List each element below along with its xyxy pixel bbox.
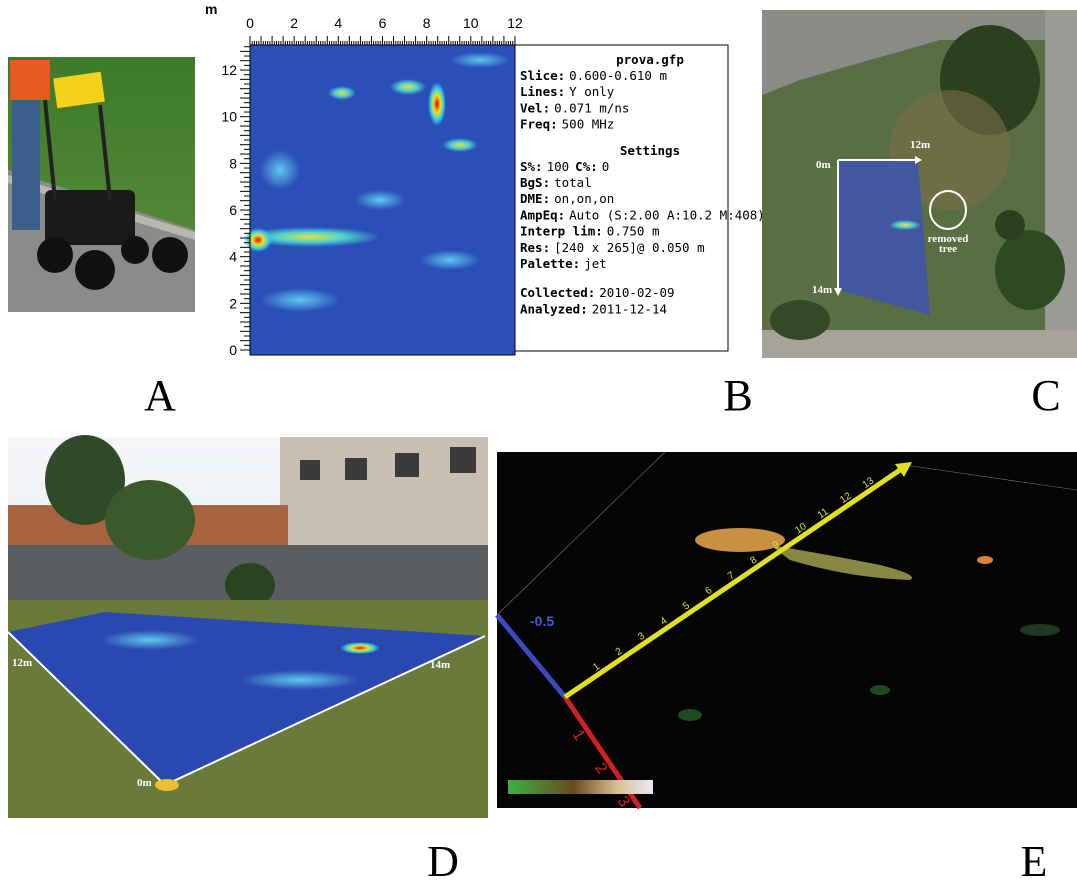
info-heading: Settings (620, 143, 680, 158)
panel-letter: B (723, 371, 752, 420)
info-value: jet (584, 256, 607, 271)
e-depth: -0.5 (530, 613, 554, 629)
x-tick-label: 2 (290, 15, 298, 31)
y-tick-label: 0 (229, 342, 237, 358)
info-label: C%: (575, 159, 598, 174)
info-label: Collected: (520, 285, 595, 300)
info-value: 2010-02-09 (599, 285, 674, 300)
info-label: BgS: (520, 175, 550, 190)
info-value: on,on,on (554, 191, 614, 206)
c-width: 12m (910, 139, 930, 151)
y-tick-label: 4 (229, 249, 237, 265)
panel-letter: E (1021, 837, 1048, 883)
info-value: 2011-12-14 (592, 301, 667, 316)
info-label: Lines: (520, 84, 565, 99)
info-line: AmpEq: Auto (S:2.00 A:10.2 M:408) (520, 207, 765, 222)
info-value: 0.750 m (607, 224, 660, 239)
info-line: DME: on,on,on (520, 191, 614, 206)
panel-letter: A (144, 371, 176, 420)
d-origin: 0m (137, 777, 152, 789)
info-label: Interp lim: (520, 224, 603, 239)
info-line: S%: 100 C%: 0 (520, 159, 609, 174)
info-label: DME: (520, 191, 550, 206)
x-tick-label: 0 (246, 15, 254, 31)
info-label: Vel: (520, 100, 550, 115)
panel-letter: D (427, 837, 459, 883)
info-label: Slice: (520, 68, 565, 83)
c-length: 14m (812, 284, 832, 296)
info-label: Palette: (520, 256, 580, 271)
axis-unit: m (205, 1, 217, 17)
info-value: [240 x 265]@ 0.050 m (554, 240, 705, 255)
info-line: Palette: jet (520, 256, 607, 271)
info-label: Freq: (520, 117, 558, 132)
info-value: Y only (569, 84, 615, 99)
x-tick-label: 10 (463, 15, 479, 31)
info-value: 0.071 m/ns (554, 100, 629, 115)
info-line: Vel: 0.071 m/ns (520, 100, 629, 115)
info-value: 0 (602, 159, 610, 174)
y-tick-label: 8 (229, 155, 237, 171)
photo-a (8, 57, 195, 312)
y-tick-label: 10 (221, 109, 237, 125)
info-line: BgS: total (520, 175, 592, 190)
info-label: Analyzed: (520, 301, 588, 316)
info-value: Auto (S:2.00 A:10.2 M:408) (569, 207, 765, 222)
d-length: 14m (430, 659, 450, 671)
info-label: Res: (520, 240, 550, 255)
info-line: Freq: 500 MHz (520, 117, 614, 132)
x-tick-label: 8 (423, 15, 431, 31)
c-origin: 0m (816, 159, 831, 171)
render-e (497, 452, 1077, 808)
info-label: S%: (520, 159, 543, 174)
figure: 0 2 4 6 8 10 12 0 2 4 6 8 10 12 m prova.gfp Slice: 0.60… (0, 0, 1077, 883)
y-tick-label: 6 (229, 202, 237, 218)
y-tick-label: 12 (221, 62, 237, 78)
c-tree: tree (939, 243, 957, 255)
x-tick-label: 6 (379, 15, 387, 31)
info-value: total (554, 175, 592, 190)
x-tick-label: 12 (507, 15, 523, 31)
info-title: prova.gfp (616, 52, 684, 67)
d-width: 12m (12, 657, 32, 669)
info-line: Slice: 0.600-0.610 m (520, 68, 667, 83)
info-line: Res: [240 x 265]@ 0.050 m (520, 240, 705, 255)
info-value: 500 MHz (562, 117, 615, 132)
info-line: Analyzed: 2011-12-14 (520, 301, 667, 316)
info-line: Interp lim: 0.750 m (520, 224, 659, 239)
panel-letter: C (1031, 371, 1060, 420)
heatmap-b (240, 45, 515, 355)
info-label: AmpEq: (520, 207, 565, 222)
photo-d (8, 435, 488, 818)
y-tick-label: 2 (229, 295, 237, 311)
photo-c (762, 10, 1077, 358)
info-value: 0.600-0.610 m (569, 68, 667, 83)
info-value: 100 (547, 159, 570, 174)
x-tick-label: 4 (334, 15, 342, 31)
